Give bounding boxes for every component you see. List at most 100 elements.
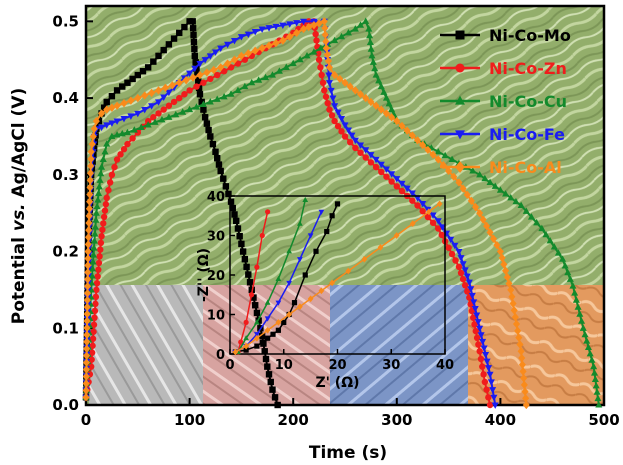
inset-series-point bbox=[307, 233, 314, 239]
series-point bbox=[414, 136, 422, 145]
inset-series-point bbox=[334, 201, 341, 207]
inset-series-ni-co-cu bbox=[235, 196, 309, 355]
series-point bbox=[479, 363, 486, 370]
inset-series-point bbox=[254, 264, 260, 270]
inset-series-point bbox=[393, 232, 400, 239]
series-point bbox=[275, 67, 283, 74]
series-point bbox=[325, 72, 333, 79]
series-point bbox=[108, 103, 116, 112]
series-point bbox=[385, 99, 393, 107]
series-point bbox=[83, 289, 91, 298]
series-point bbox=[203, 68, 211, 77]
series-point bbox=[434, 155, 442, 164]
series-point bbox=[113, 101, 121, 110]
series-point bbox=[377, 161, 385, 169]
series-point bbox=[87, 154, 95, 164]
series-point bbox=[344, 29, 352, 36]
series-point bbox=[467, 196, 475, 206]
series-point bbox=[215, 161, 223, 168]
series-point bbox=[262, 355, 270, 363]
series-point bbox=[195, 78, 202, 85]
series-point bbox=[313, 37, 320, 44]
series-point bbox=[253, 309, 261, 317]
series-point bbox=[463, 190, 471, 199]
series-point bbox=[190, 38, 198, 46]
series-point bbox=[92, 209, 100, 216]
series-point bbox=[220, 68, 228, 75]
series-point bbox=[271, 394, 279, 401]
series-point bbox=[470, 299, 478, 306]
series-point bbox=[362, 147, 370, 154]
inset-x-tick-label: 10 bbox=[275, 358, 293, 373]
series-point bbox=[248, 78, 256, 86]
series-point bbox=[225, 190, 232, 198]
series-point bbox=[103, 194, 110, 202]
series-point bbox=[538, 224, 546, 232]
legend-marker bbox=[455, 63, 465, 73]
series-point bbox=[472, 202, 480, 212]
inset-series-point bbox=[232, 348, 239, 356]
series-point bbox=[293, 20, 301, 27]
series-point bbox=[377, 82, 385, 90]
series-point bbox=[89, 258, 97, 265]
legend-marker bbox=[455, 95, 465, 105]
legend-item-ni-co-cu: Ni-Co-Cu bbox=[440, 92, 567, 111]
series-point bbox=[321, 87, 328, 94]
series-point bbox=[95, 266, 102, 273]
series-point bbox=[429, 150, 437, 159]
series-point bbox=[205, 126, 212, 134]
inset-series-ni-co-al bbox=[232, 200, 443, 356]
series-point bbox=[338, 115, 346, 123]
inset-series-point bbox=[409, 220, 416, 228]
inset-series-point bbox=[243, 335, 249, 341]
series-point bbox=[201, 114, 209, 121]
series-point bbox=[464, 288, 471, 295]
series-point bbox=[424, 213, 432, 221]
series-point bbox=[250, 294, 257, 301]
series-point bbox=[190, 31, 197, 39]
series-point bbox=[120, 99, 128, 108]
series-point bbox=[102, 201, 110, 208]
series-point bbox=[245, 271, 252, 278]
series-point bbox=[217, 167, 224, 175]
legend-item-ni-co-fe: Ni-Co-Fe bbox=[440, 125, 565, 144]
series-point bbox=[438, 231, 445, 239]
series-point bbox=[477, 332, 485, 339]
series-point bbox=[206, 98, 214, 105]
series-point bbox=[303, 52, 311, 59]
series-point bbox=[459, 184, 467, 193]
series-point bbox=[89, 132, 97, 141]
inset-series-point bbox=[238, 339, 244, 345]
series-point bbox=[237, 51, 245, 61]
series-point bbox=[90, 328, 97, 335]
series-point bbox=[507, 285, 515, 295]
x-axis-label: Time (s) bbox=[309, 443, 387, 463]
series-point bbox=[321, 23, 329, 33]
series-point bbox=[258, 26, 266, 33]
series-point bbox=[500, 260, 508, 269]
main-series-group bbox=[82, 17, 603, 410]
series-point bbox=[92, 116, 100, 126]
series-point bbox=[124, 140, 131, 148]
series-point bbox=[241, 82, 249, 90]
series-point bbox=[447, 236, 455, 244]
series-point bbox=[471, 321, 478, 328]
series-point bbox=[322, 44, 330, 53]
series-point bbox=[517, 347, 525, 356]
y-tick-label: 0.3 bbox=[52, 166, 79, 184]
series-point bbox=[83, 337, 91, 346]
series-point bbox=[203, 120, 211, 127]
series-point bbox=[382, 166, 390, 173]
series-point bbox=[238, 240, 245, 248]
series-point bbox=[476, 209, 484, 218]
series-point bbox=[100, 213, 108, 221]
series-point bbox=[88, 356, 95, 363]
series-point bbox=[317, 64, 324, 71]
series-point bbox=[139, 68, 147, 75]
inset-series-point bbox=[275, 300, 282, 306]
legend-item-ni-co-al: Ni-Co-Al bbox=[440, 158, 562, 177]
series-point bbox=[82, 365, 90, 374]
series-point bbox=[83, 344, 91, 353]
inset-series-point bbox=[254, 343, 260, 349]
